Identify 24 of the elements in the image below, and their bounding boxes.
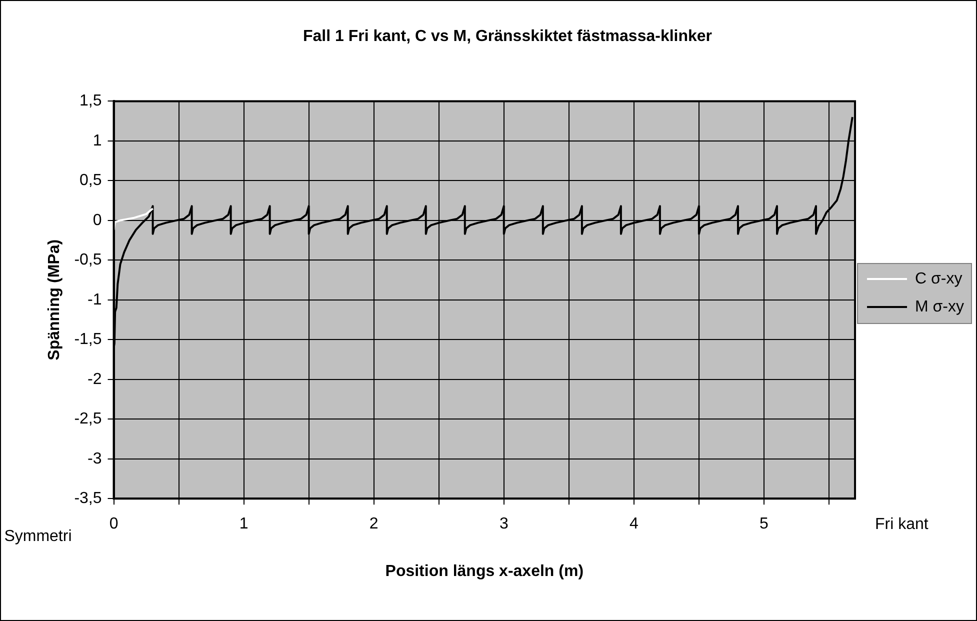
- y-tick-label: -3,5: [74, 490, 102, 508]
- y-tick-label: -2: [88, 370, 102, 388]
- y-tick-label: 1,5: [80, 92, 102, 110]
- x-tick-label: 3: [499, 516, 508, 533]
- text: Symmetri: [4, 528, 72, 546]
- y-tick-label: 1: [92, 132, 102, 150]
- y-tick-label: -1: [88, 291, 102, 308]
- y-tick-label: -3: [88, 450, 102, 468]
- y-tick-label: 0,5: [80, 172, 102, 190]
- chart-title: Fall 1 Fri kant, C vs M, Gränsskiktet fästmassa-klinker: [302, 28, 712, 46]
- legend-label: M σ-xy: [915, 298, 964, 316]
- y-tick-label: -1,5: [74, 331, 102, 348]
- x-tick-label: 2: [369, 516, 378, 533]
- x-axis-title: Position längs x-axeln (m): [385, 562, 584, 580]
- x-tick-label: 5: [760, 516, 769, 533]
- x-tick-label: 1: [239, 516, 248, 533]
- y-tick-label: -2,5: [74, 410, 102, 428]
- x-tick-label: 4: [629, 516, 638, 533]
- x-tick-label: 0: [109, 516, 118, 533]
- y-tick-label: -0,5: [74, 252, 102, 269]
- text: Fri kant: [875, 516, 929, 534]
- legend-label: C σ-xy: [915, 270, 962, 288]
- y-tick-label: 0: [92, 212, 102, 229]
- y-axis-title: Spänning (MPa): [46, 239, 64, 360]
